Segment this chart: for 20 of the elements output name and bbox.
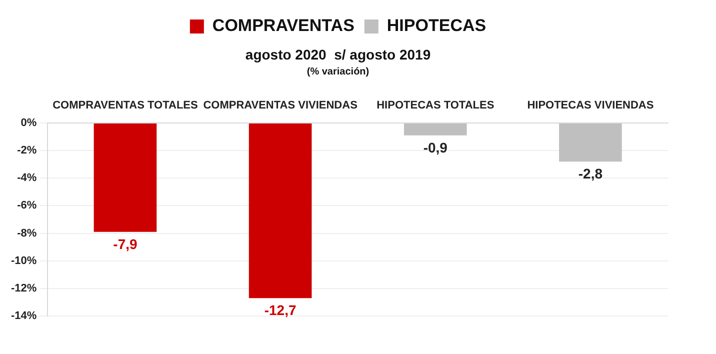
y-tick-label: -6% (17, 200, 37, 212)
y-tick-label: -8% (17, 227, 37, 240)
legend-label: HIPOTECAS (386, 16, 486, 36)
y-tick-label: 0% (20, 117, 37, 130)
chart-title: agosto 2020 s/ agosto 2019 (245, 46, 431, 62)
data-label: -7,9 (113, 236, 138, 252)
x-tick-label: HIPOTECAS TOTALES (376, 99, 494, 112)
legend-label: COMPRAVENTAS (212, 16, 354, 36)
y-tick-label: -10% (10, 254, 37, 267)
x-tick-label: COMPRAVENTAS TOTALES (52, 99, 198, 112)
y-tick-label: -12% (10, 282, 37, 294)
y-tick-label: -2% (17, 144, 37, 157)
y-tick-label: -4% (17, 172, 37, 184)
data-label: -2,8 (578, 165, 603, 182)
x-tick-label: HIPOTECAS VIVIENDAS (527, 99, 654, 112)
x-tick-label: COMPRAVENTAS VIVIENDAS (203, 99, 358, 112)
data-label: -0,9 (423, 139, 448, 156)
chart-subtitle: (% variación) (306, 66, 370, 78)
data-label: -12,7 (264, 302, 296, 318)
y-tick-label: -14% (10, 310, 37, 322)
